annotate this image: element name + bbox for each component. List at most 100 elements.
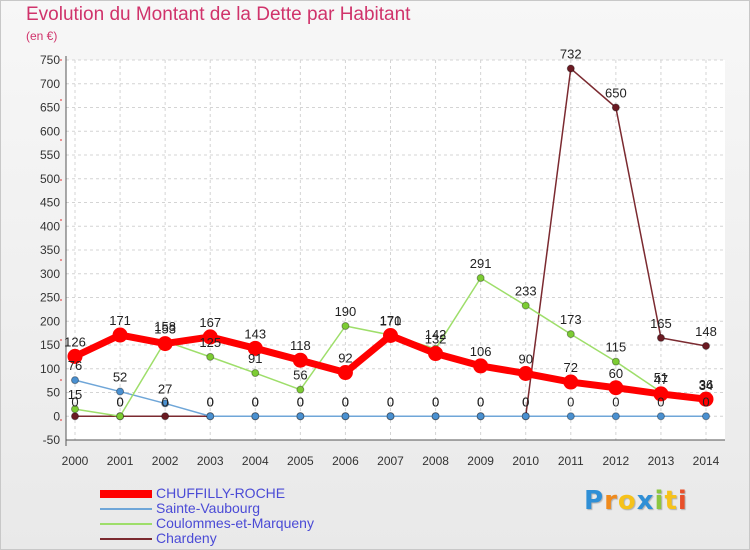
data-point xyxy=(521,301,530,310)
data-label: 142 xyxy=(425,327,447,342)
data-label: 0 xyxy=(387,394,394,409)
data-point xyxy=(702,412,710,421)
data-label: 0 xyxy=(71,394,78,409)
data-point xyxy=(563,374,579,390)
x-tick-label: 2013 xyxy=(648,454,675,468)
data-label: 0 xyxy=(207,394,214,409)
legend-swatch xyxy=(100,490,152,498)
data-label: 190 xyxy=(335,304,357,319)
data-point xyxy=(611,357,620,366)
y-tick-label: 50 xyxy=(47,386,61,400)
data-label: 732 xyxy=(560,47,582,62)
y-tick-label: 200 xyxy=(40,314,60,328)
data-label: 56 xyxy=(293,368,307,383)
data-label: 233 xyxy=(515,284,537,299)
x-tick-label: 2000 xyxy=(62,454,89,468)
data-label: 0 xyxy=(116,394,123,409)
data-label: 132 xyxy=(425,332,447,347)
y-tick-label: 250 xyxy=(40,291,60,305)
data-point xyxy=(251,369,260,378)
data-point xyxy=(431,412,440,421)
data-point xyxy=(566,64,575,73)
y-tick-label: 750 xyxy=(40,53,60,67)
x-tick-label: 2008 xyxy=(422,454,449,468)
data-label: 143 xyxy=(244,326,266,341)
data-point xyxy=(341,412,350,421)
data-point xyxy=(116,412,125,421)
y-tick-label: 0 xyxy=(53,409,60,423)
data-label: 291 xyxy=(470,256,492,271)
data-point xyxy=(383,328,398,343)
data-point xyxy=(161,399,170,408)
data-label: 51 xyxy=(654,370,668,385)
chart-subtitle: (en €) xyxy=(26,29,58,43)
y-tick-label: 350 xyxy=(40,243,60,257)
data-point xyxy=(206,412,215,421)
data-point xyxy=(112,327,128,343)
data-label: 0 xyxy=(297,394,304,409)
data-point xyxy=(521,412,530,421)
data-point xyxy=(653,386,669,402)
y-tick-label: 550 xyxy=(40,148,60,162)
data-label: 148 xyxy=(695,324,717,339)
logo-letter: i xyxy=(677,486,688,516)
data-point xyxy=(566,330,575,339)
x-tick-label: 2014 xyxy=(693,454,720,468)
x-tick-label: 2002 xyxy=(152,454,179,468)
y-tick-label: 600 xyxy=(40,124,60,138)
data-label: 0 xyxy=(432,394,439,409)
data-label: 0 xyxy=(477,394,484,409)
data-point xyxy=(247,340,263,356)
data-label: 0 xyxy=(522,394,529,409)
logo-letter: x xyxy=(636,486,655,516)
y-tick-label: 700 xyxy=(40,77,60,91)
legend-label: CHUFFILLY-ROCHE xyxy=(156,485,286,501)
x-tick-label: 2012 xyxy=(603,454,630,468)
data-label: 0 xyxy=(567,394,574,409)
x-tick-label: 2009 xyxy=(467,454,494,468)
data-label: 0 xyxy=(207,394,214,409)
y-tick-label: 150 xyxy=(40,338,60,352)
chart-title: Evolution du Montant de la Dette par Hab… xyxy=(26,4,411,25)
data-label: 0 xyxy=(432,394,439,409)
data-point xyxy=(337,365,353,381)
data-label: 90 xyxy=(518,352,532,367)
data-point xyxy=(611,412,620,421)
data-point xyxy=(702,341,710,350)
data-label: 52 xyxy=(113,370,127,385)
data-point xyxy=(161,412,170,421)
data-point xyxy=(656,412,665,421)
data-label: 91 xyxy=(248,351,262,366)
x-tick-label: 2001 xyxy=(107,454,134,468)
data-label: 47 xyxy=(654,372,668,387)
data-point xyxy=(476,412,485,421)
data-point xyxy=(476,274,485,283)
data-label: 0 xyxy=(342,394,349,409)
data-point xyxy=(71,405,79,414)
data-label: 126 xyxy=(64,334,86,349)
y-tick-label: 450 xyxy=(40,196,60,210)
data-point xyxy=(611,103,620,112)
data-label: 0 xyxy=(252,394,259,409)
data-label: 76 xyxy=(68,358,82,373)
data-label: 60 xyxy=(609,366,623,381)
data-label: 15 xyxy=(68,387,82,402)
data-label: 115 xyxy=(605,340,626,355)
x-tick-label: 2006 xyxy=(332,454,359,468)
data-label: 0 xyxy=(657,394,664,409)
data-label: 173 xyxy=(560,312,582,327)
data-label: 72 xyxy=(564,360,578,375)
x-tick-label: 2007 xyxy=(377,454,404,468)
data-point xyxy=(608,380,624,396)
logo-letter: t xyxy=(664,486,678,516)
y-tick-label: 100 xyxy=(40,362,60,376)
x-tick-label: 2003 xyxy=(197,454,224,468)
y-tick-label: 500 xyxy=(40,172,60,186)
data-label: 106 xyxy=(470,344,492,359)
data-label: 0 xyxy=(477,394,484,409)
data-label: 153 xyxy=(154,322,176,337)
data-label: 0 xyxy=(702,394,709,409)
data-label: 650 xyxy=(605,86,627,101)
data-label: 0 xyxy=(162,394,169,409)
